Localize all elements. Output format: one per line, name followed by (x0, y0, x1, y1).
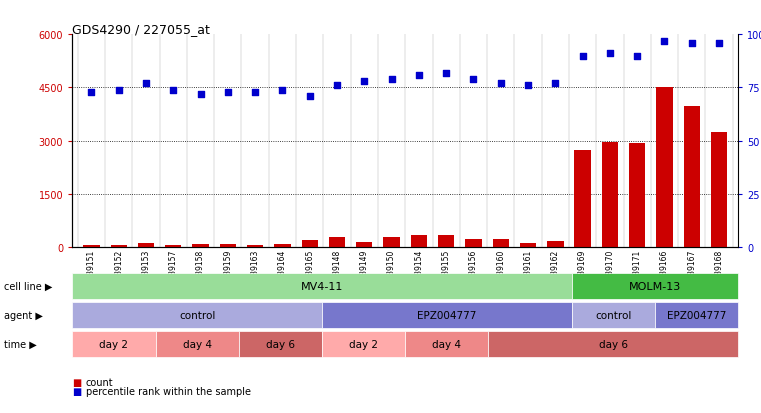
Bar (575, 150, 591, 248)
Bar (602, 142, 618, 248)
Bar (247, 245, 263, 248)
Text: day 6: day 6 (266, 339, 295, 349)
Text: MOLM-13: MOLM-13 (629, 281, 681, 292)
Text: day 4: day 4 (183, 339, 212, 349)
Bar (83, 245, 100, 248)
Bar (547, 241, 563, 248)
Point (577, 53, 589, 60)
Point (412, 72, 425, 79)
Text: MV4-11: MV4-11 (301, 281, 343, 292)
Point (167, 87, 180, 94)
Point (276, 87, 288, 94)
Point (603, 51, 616, 57)
Text: EPZ004777: EPZ004777 (417, 310, 476, 320)
Text: EPZ004777: EPZ004777 (667, 310, 726, 320)
Point (358, 78, 371, 85)
Bar (301, 241, 318, 248)
Bar (520, 243, 537, 248)
Bar (384, 237, 400, 248)
Bar (438, 235, 454, 248)
Bar (165, 245, 181, 248)
Text: percentile rank within the sample: percentile rank within the sample (86, 387, 251, 396)
Point (549, 81, 562, 87)
Text: day 6: day 6 (599, 339, 628, 349)
Bar (193, 244, 209, 248)
Point (495, 81, 507, 87)
Point (304, 93, 316, 100)
Point (140, 81, 152, 87)
Bar (329, 238, 345, 248)
Text: control: control (179, 310, 215, 320)
Point (195, 91, 207, 98)
Point (440, 70, 452, 77)
Point (522, 83, 534, 90)
Point (658, 38, 670, 45)
Point (249, 89, 261, 96)
Text: cell line ▶: cell line ▶ (4, 281, 53, 292)
Text: ■: ■ (72, 377, 81, 387)
Bar (629, 144, 645, 248)
Text: time ▶: time ▶ (4, 339, 37, 349)
Point (386, 76, 398, 83)
Point (686, 40, 698, 47)
Point (713, 40, 725, 47)
Point (113, 87, 125, 94)
Text: day 2: day 2 (349, 339, 378, 349)
Text: ■: ■ (72, 387, 81, 396)
Bar (711, 133, 728, 248)
Bar (356, 242, 372, 248)
Text: agent ▶: agent ▶ (4, 310, 43, 320)
Text: count: count (86, 377, 113, 387)
Point (631, 53, 643, 60)
Bar (220, 244, 236, 248)
Text: day 2: day 2 (100, 339, 129, 349)
Bar (656, 88, 673, 248)
Bar (110, 246, 127, 248)
Point (221, 89, 234, 96)
Text: control: control (595, 310, 632, 320)
Bar (465, 239, 482, 248)
Text: day 4: day 4 (432, 339, 461, 349)
Text: GDS4290 / 227055_at: GDS4290 / 227055_at (72, 23, 210, 36)
Bar (274, 244, 291, 248)
Point (467, 76, 479, 83)
Bar (492, 240, 509, 248)
Bar (411, 235, 427, 248)
Bar (138, 243, 154, 248)
Bar (683, 107, 700, 248)
Point (331, 83, 343, 90)
Point (85, 89, 97, 96)
